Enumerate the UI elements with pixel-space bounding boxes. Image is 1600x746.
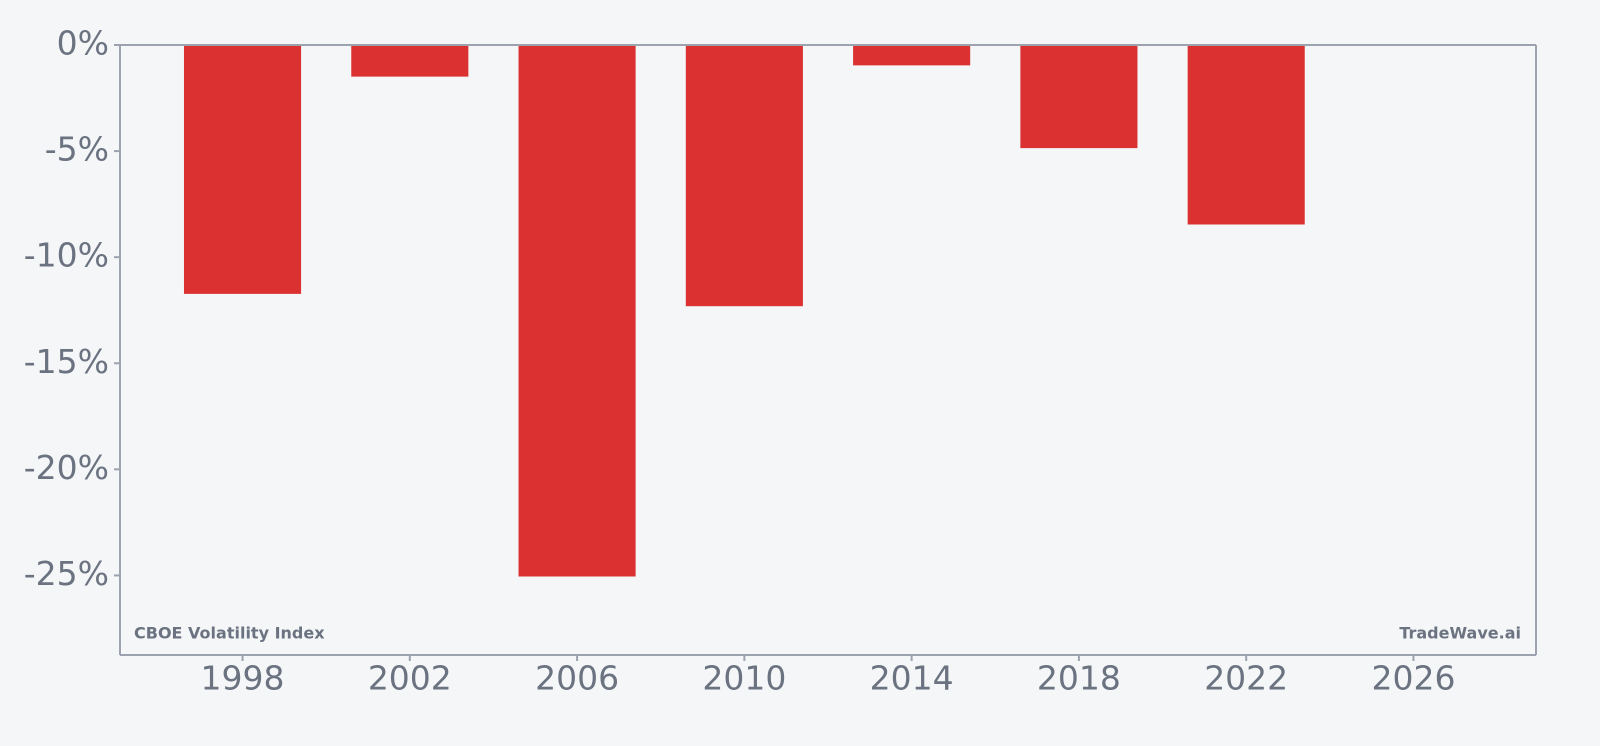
y-tick-label: 0% bbox=[57, 24, 109, 63]
x-tick-label: 2018 bbox=[1037, 659, 1121, 698]
y-tick-label: -15% bbox=[24, 342, 109, 381]
x-tick-label: 2014 bbox=[870, 659, 954, 698]
y-tick-label: -10% bbox=[24, 236, 109, 275]
chart-annotation: CBOE Volatility Index bbox=[134, 624, 325, 643]
x-tick-label: 2026 bbox=[1371, 659, 1455, 698]
x-tick-label: 2010 bbox=[702, 659, 786, 698]
x-tick-label: 2022 bbox=[1204, 659, 1288, 698]
bar bbox=[351, 45, 469, 77]
x-tick-label: 2002 bbox=[368, 659, 452, 698]
bar bbox=[685, 45, 803, 307]
y-tick-label: -5% bbox=[45, 130, 109, 169]
bar bbox=[1020, 45, 1138, 149]
bar bbox=[853, 45, 971, 66]
bar bbox=[518, 45, 636, 577]
bar bbox=[183, 45, 302, 294]
x-tick-label: 1998 bbox=[201, 659, 285, 698]
bar bbox=[1187, 45, 1305, 225]
x-tick-label: 2006 bbox=[535, 659, 619, 698]
y-tick-label: -25% bbox=[24, 554, 109, 593]
chart-annotation: TradeWave.ai bbox=[1399, 624, 1521, 643]
y-tick-label: -20% bbox=[24, 448, 109, 487]
